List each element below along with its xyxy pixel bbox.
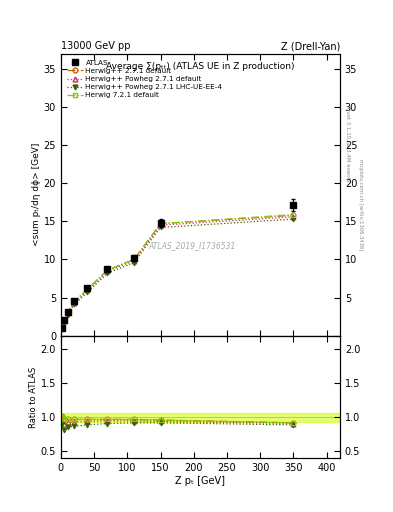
Y-axis label: <sum pₜ/dη dϕ> [GeV]: <sum pₜ/dη dϕ> [GeV] [32,143,41,246]
Text: mcplots.cern.ch [arXiv:1306.3436]: mcplots.cern.ch [arXiv:1306.3436] [358,159,363,250]
Text: Z (Drell-Yan): Z (Drell-Yan) [281,41,340,51]
Text: Rivet 3.1.10, ≥ 3.4M events: Rivet 3.1.10, ≥ 3.4M events [345,105,350,182]
Text: ATLAS_2019_I1736531: ATLAS_2019_I1736531 [149,241,236,250]
X-axis label: Z pₜ [GeV]: Z pₜ [GeV] [175,476,226,486]
Y-axis label: Ratio to ATLAS: Ratio to ATLAS [29,366,38,428]
Bar [61,413,340,422]
Text: Average Σ(pₜₜ) (ATLAS UE in Z production): Average Σ(pₜₜ) (ATLAS UE in Z production… [106,62,295,71]
Legend: ATLAS, Herwig++ 2.7.1 default, Herwig++ Powheg 2.7.1 default, Herwig++ Powheg 2.: ATLAS, Herwig++ 2.7.1 default, Herwig++ … [64,57,225,101]
Text: 13000 GeV pp: 13000 GeV pp [61,41,130,51]
